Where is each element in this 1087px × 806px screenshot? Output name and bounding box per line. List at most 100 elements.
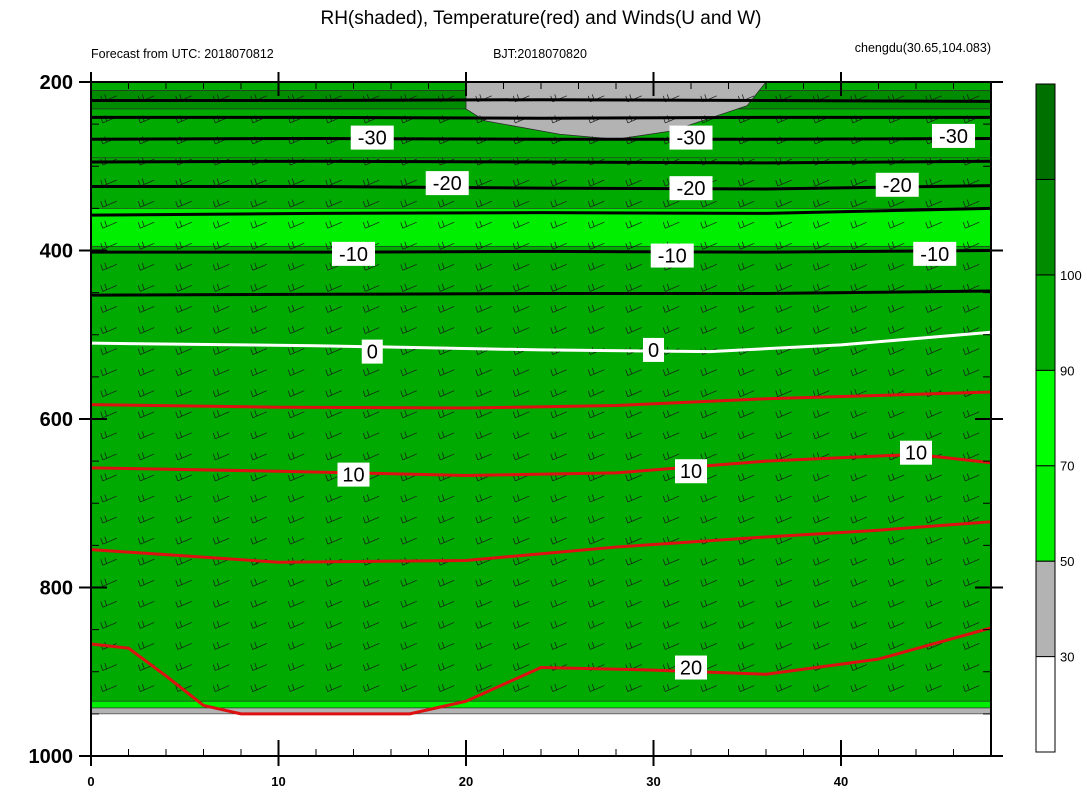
wind-barb xyxy=(512,283,530,292)
wind-barb xyxy=(175,473,192,482)
wind-barb xyxy=(362,662,380,671)
wind-barb xyxy=(550,410,567,419)
wind-barb xyxy=(400,578,417,587)
y-tick-label: 200 xyxy=(40,72,73,94)
wind-barb xyxy=(325,620,342,629)
wind-barb xyxy=(925,683,942,692)
wind-barb xyxy=(362,683,380,692)
wind-barb xyxy=(737,262,755,271)
x-tick-label: 0 xyxy=(87,774,94,789)
wind-barb xyxy=(175,431,192,440)
wind-barb xyxy=(887,304,905,313)
wind-barb xyxy=(737,452,755,461)
wind-barb xyxy=(662,578,680,587)
wind-barb xyxy=(287,494,305,503)
wind-barb xyxy=(137,473,155,482)
wind-barb xyxy=(137,346,155,355)
wind-barb xyxy=(137,494,155,503)
wind-barb xyxy=(775,304,792,313)
wind-barb xyxy=(212,683,230,692)
wind-barb xyxy=(512,431,530,440)
rh-layer-6 xyxy=(91,700,991,709)
wind-barb xyxy=(250,220,267,229)
wind-barb xyxy=(250,368,267,376)
subtitle-left: Forecast from UTC: 2018070812 xyxy=(91,47,274,61)
wind-barb xyxy=(812,536,830,545)
wind-barb xyxy=(250,389,267,398)
wind-barb xyxy=(100,389,117,398)
y-tick-label: 1000 xyxy=(29,746,74,768)
wind-barb xyxy=(287,473,305,482)
wind-barb xyxy=(925,473,942,482)
wind-barb xyxy=(700,283,717,292)
wind-barb xyxy=(625,557,642,566)
wind-barb xyxy=(625,641,642,650)
colorbar: 30 50 70 90 100 xyxy=(1035,83,1082,753)
wind-barb xyxy=(287,599,305,608)
wind-barb xyxy=(625,599,642,608)
wind-barb xyxy=(925,220,942,229)
wind-barb xyxy=(737,389,755,398)
wind-barb xyxy=(362,325,380,334)
wind-barb xyxy=(400,620,417,629)
wind-barb xyxy=(625,515,642,524)
wind-barb xyxy=(812,641,830,650)
wind-barb xyxy=(700,431,717,440)
wind-barb xyxy=(250,199,267,208)
wind-barb xyxy=(812,494,830,503)
isotherm--15 xyxy=(91,206,991,217)
contour-label-layer: -30 -30 -30 -20 -20 -20 -10 -10 -10 0 0 10 10 10 20 xyxy=(332,123,975,680)
wind-barb xyxy=(512,683,530,692)
wind-barb xyxy=(550,241,567,250)
wind-barb xyxy=(962,325,980,334)
wind-barb xyxy=(587,262,605,271)
wind-barb xyxy=(250,452,267,461)
wind-barb xyxy=(400,410,417,419)
contour-label-box xyxy=(361,339,383,364)
wind-barb xyxy=(512,578,530,587)
wind-barb xyxy=(362,199,380,208)
wind-barb xyxy=(137,431,155,440)
wind-barb xyxy=(250,431,267,440)
wind-barb xyxy=(662,683,680,692)
wind-barb xyxy=(850,283,867,292)
wind-barb xyxy=(137,283,155,292)
wind-barb xyxy=(887,368,905,376)
wind-barb xyxy=(175,536,192,545)
wind-barb xyxy=(512,620,530,629)
contour-label-box xyxy=(425,171,469,196)
wind-barb xyxy=(287,346,305,355)
wind-barb xyxy=(850,304,867,313)
wind-barb xyxy=(250,536,267,545)
wind-barb xyxy=(400,599,417,608)
wind-barb xyxy=(625,262,642,271)
wind-barb xyxy=(925,557,942,566)
wind-barb xyxy=(887,641,905,650)
wind-barb xyxy=(325,641,342,650)
wind-barb xyxy=(175,578,192,587)
x-tick-label: 20 xyxy=(459,774,473,789)
wind-barb xyxy=(287,368,305,376)
wind-barb xyxy=(400,325,417,334)
wind-barb xyxy=(362,641,380,650)
contour-label: 0 xyxy=(648,340,659,362)
wind-barb xyxy=(812,431,830,440)
wind-barb xyxy=(550,515,567,524)
wind-barb xyxy=(775,325,792,334)
wind-barb xyxy=(287,620,305,629)
wind-barb xyxy=(100,683,117,692)
wind-barb xyxy=(437,599,455,608)
wind-barb xyxy=(437,452,455,461)
wind-barb xyxy=(625,304,642,313)
wind-barb xyxy=(587,389,605,398)
wind-barb xyxy=(887,620,905,629)
wind-barb xyxy=(962,473,980,482)
wind-barb xyxy=(625,578,642,587)
wind-barb xyxy=(775,620,792,629)
wind-barb xyxy=(325,346,342,355)
wind-barb xyxy=(550,578,567,587)
wind-barb xyxy=(250,683,267,692)
wind-barb xyxy=(475,410,492,419)
wind-barb xyxy=(100,262,117,271)
wind-barb xyxy=(287,283,305,292)
